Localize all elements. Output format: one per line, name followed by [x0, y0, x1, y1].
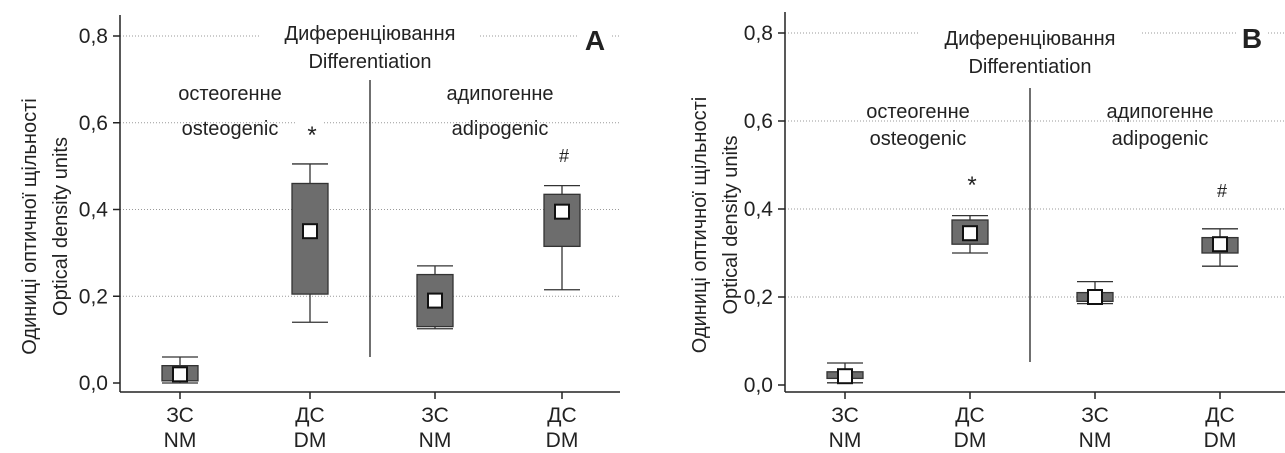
group-label-en: adipogenic — [452, 118, 549, 140]
panel-a: 0,0 0,2 0,4 0,6 0,8 Одиниці оптичної щільност… — [19, 15, 620, 452]
box-1 — [161, 356, 199, 384]
significance-marker: * — [307, 122, 316, 149]
title-background — [920, 23, 1140, 81]
x-tick-label-ua: ЗС — [421, 404, 449, 427]
panel-title-en: Differentiation — [968, 56, 1091, 78]
x-tick-label-ua: ДС — [547, 404, 576, 427]
y-tick-label: 0,0 — [79, 372, 108, 395]
group-label-ua: адипогенне — [1106, 101, 1213, 123]
panel-title-ua: Диференціювання — [945, 28, 1116, 50]
box-3 — [1076, 280, 1114, 305]
mean-marker — [1087, 289, 1103, 305]
y-axis-label-ua: Одиниці оптичної щільності — [19, 98, 41, 354]
title-background — [260, 18, 480, 76]
y-tick-label: 0,2 — [79, 285, 108, 308]
panel-title-en: Differentiation — [308, 51, 431, 73]
mean-marker — [1212, 236, 1228, 253]
y-tick-label: 0,4 — [744, 198, 774, 221]
mean-marker — [302, 223, 318, 240]
box-4: # — [543, 140, 581, 291]
mean-marker — [837, 368, 853, 385]
x-tick-label-en: DM — [546, 429, 579, 448]
x-tick-label-ua: ДС — [1205, 404, 1234, 427]
x-tick-label-en: DM — [1204, 429, 1237, 448]
box-1 — [826, 362, 864, 385]
panel-letter-background — [579, 24, 611, 58]
marker-background — [548, 140, 576, 172]
panel-letter: A — [585, 25, 605, 56]
y-axis-label-ua: Одиниці оптичної щільності — [689, 97, 711, 353]
x-tick-label-en: NM — [419, 429, 452, 448]
x-tick-label-ua: ДС — [295, 404, 324, 427]
y-tick-label: 0,4 — [79, 199, 109, 222]
mean-marker — [172, 366, 188, 383]
group-label-en: osteogenic — [870, 128, 967, 150]
group-label-en: osteogenic — [182, 118, 279, 140]
panel-letter-background — [1236, 22, 1268, 56]
panel-title-ua: Диференціювання — [285, 23, 456, 45]
significance-marker: * — [967, 172, 976, 199]
panel-b: 0,0 0,2 0,4 0,6 0,8 Одиниці оптичної щільност… — [689, 12, 1285, 452]
y-tick-label: 0,6 — [79, 112, 108, 135]
marker-background — [1206, 175, 1234, 207]
x-tick-label-en: DM — [954, 429, 987, 448]
x-tick-label-en: NM — [1079, 429, 1112, 448]
y-tick-label: 0,0 — [744, 374, 773, 397]
x-tick-label-en: NM — [164, 429, 197, 448]
x-tick-label-ua: ДС — [955, 404, 984, 427]
significance-marker: # — [1217, 181, 1227, 201]
mean-marker — [427, 292, 443, 309]
box-rect — [291, 182, 329, 295]
marker-background — [956, 171, 984, 203]
group-label-ua: остеогенне — [178, 83, 282, 105]
box-rect — [543, 193, 581, 248]
y-tick-label: 0,2 — [744, 286, 773, 309]
x-tick-label-ua: ЗС — [831, 404, 859, 427]
y-axis-label-en: Optical density units — [50, 137, 72, 316]
x-tick-label-en: NM — [829, 429, 862, 448]
group-label-en: adipogenic — [1112, 128, 1209, 150]
x-tick-label-ua: ЗС — [1081, 404, 1109, 427]
significance-marker: # — [559, 146, 569, 166]
y-axis-label-en: Optical density units — [720, 136, 742, 315]
marker-background — [296, 121, 324, 153]
y-tick-label: 0,8 — [79, 25, 108, 48]
mean-marker — [554, 203, 570, 220]
y-tick-label: 0,8 — [744, 22, 773, 45]
x-tick-label-en: DM — [294, 429, 327, 448]
box-2: * — [291, 121, 329, 323]
panel-letter: B — [1242, 23, 1262, 54]
group-label-ua: остеогенне — [866, 101, 970, 123]
box-2: * — [951, 171, 989, 254]
y-tick-label: 0,6 — [744, 110, 773, 133]
x-tick-label-ua: ЗС — [166, 404, 194, 427]
box-4: # — [1201, 175, 1239, 267]
box-3 — [416, 265, 454, 330]
group-label-ua: адипогенне — [446, 83, 553, 105]
mean-marker — [962, 225, 978, 242]
